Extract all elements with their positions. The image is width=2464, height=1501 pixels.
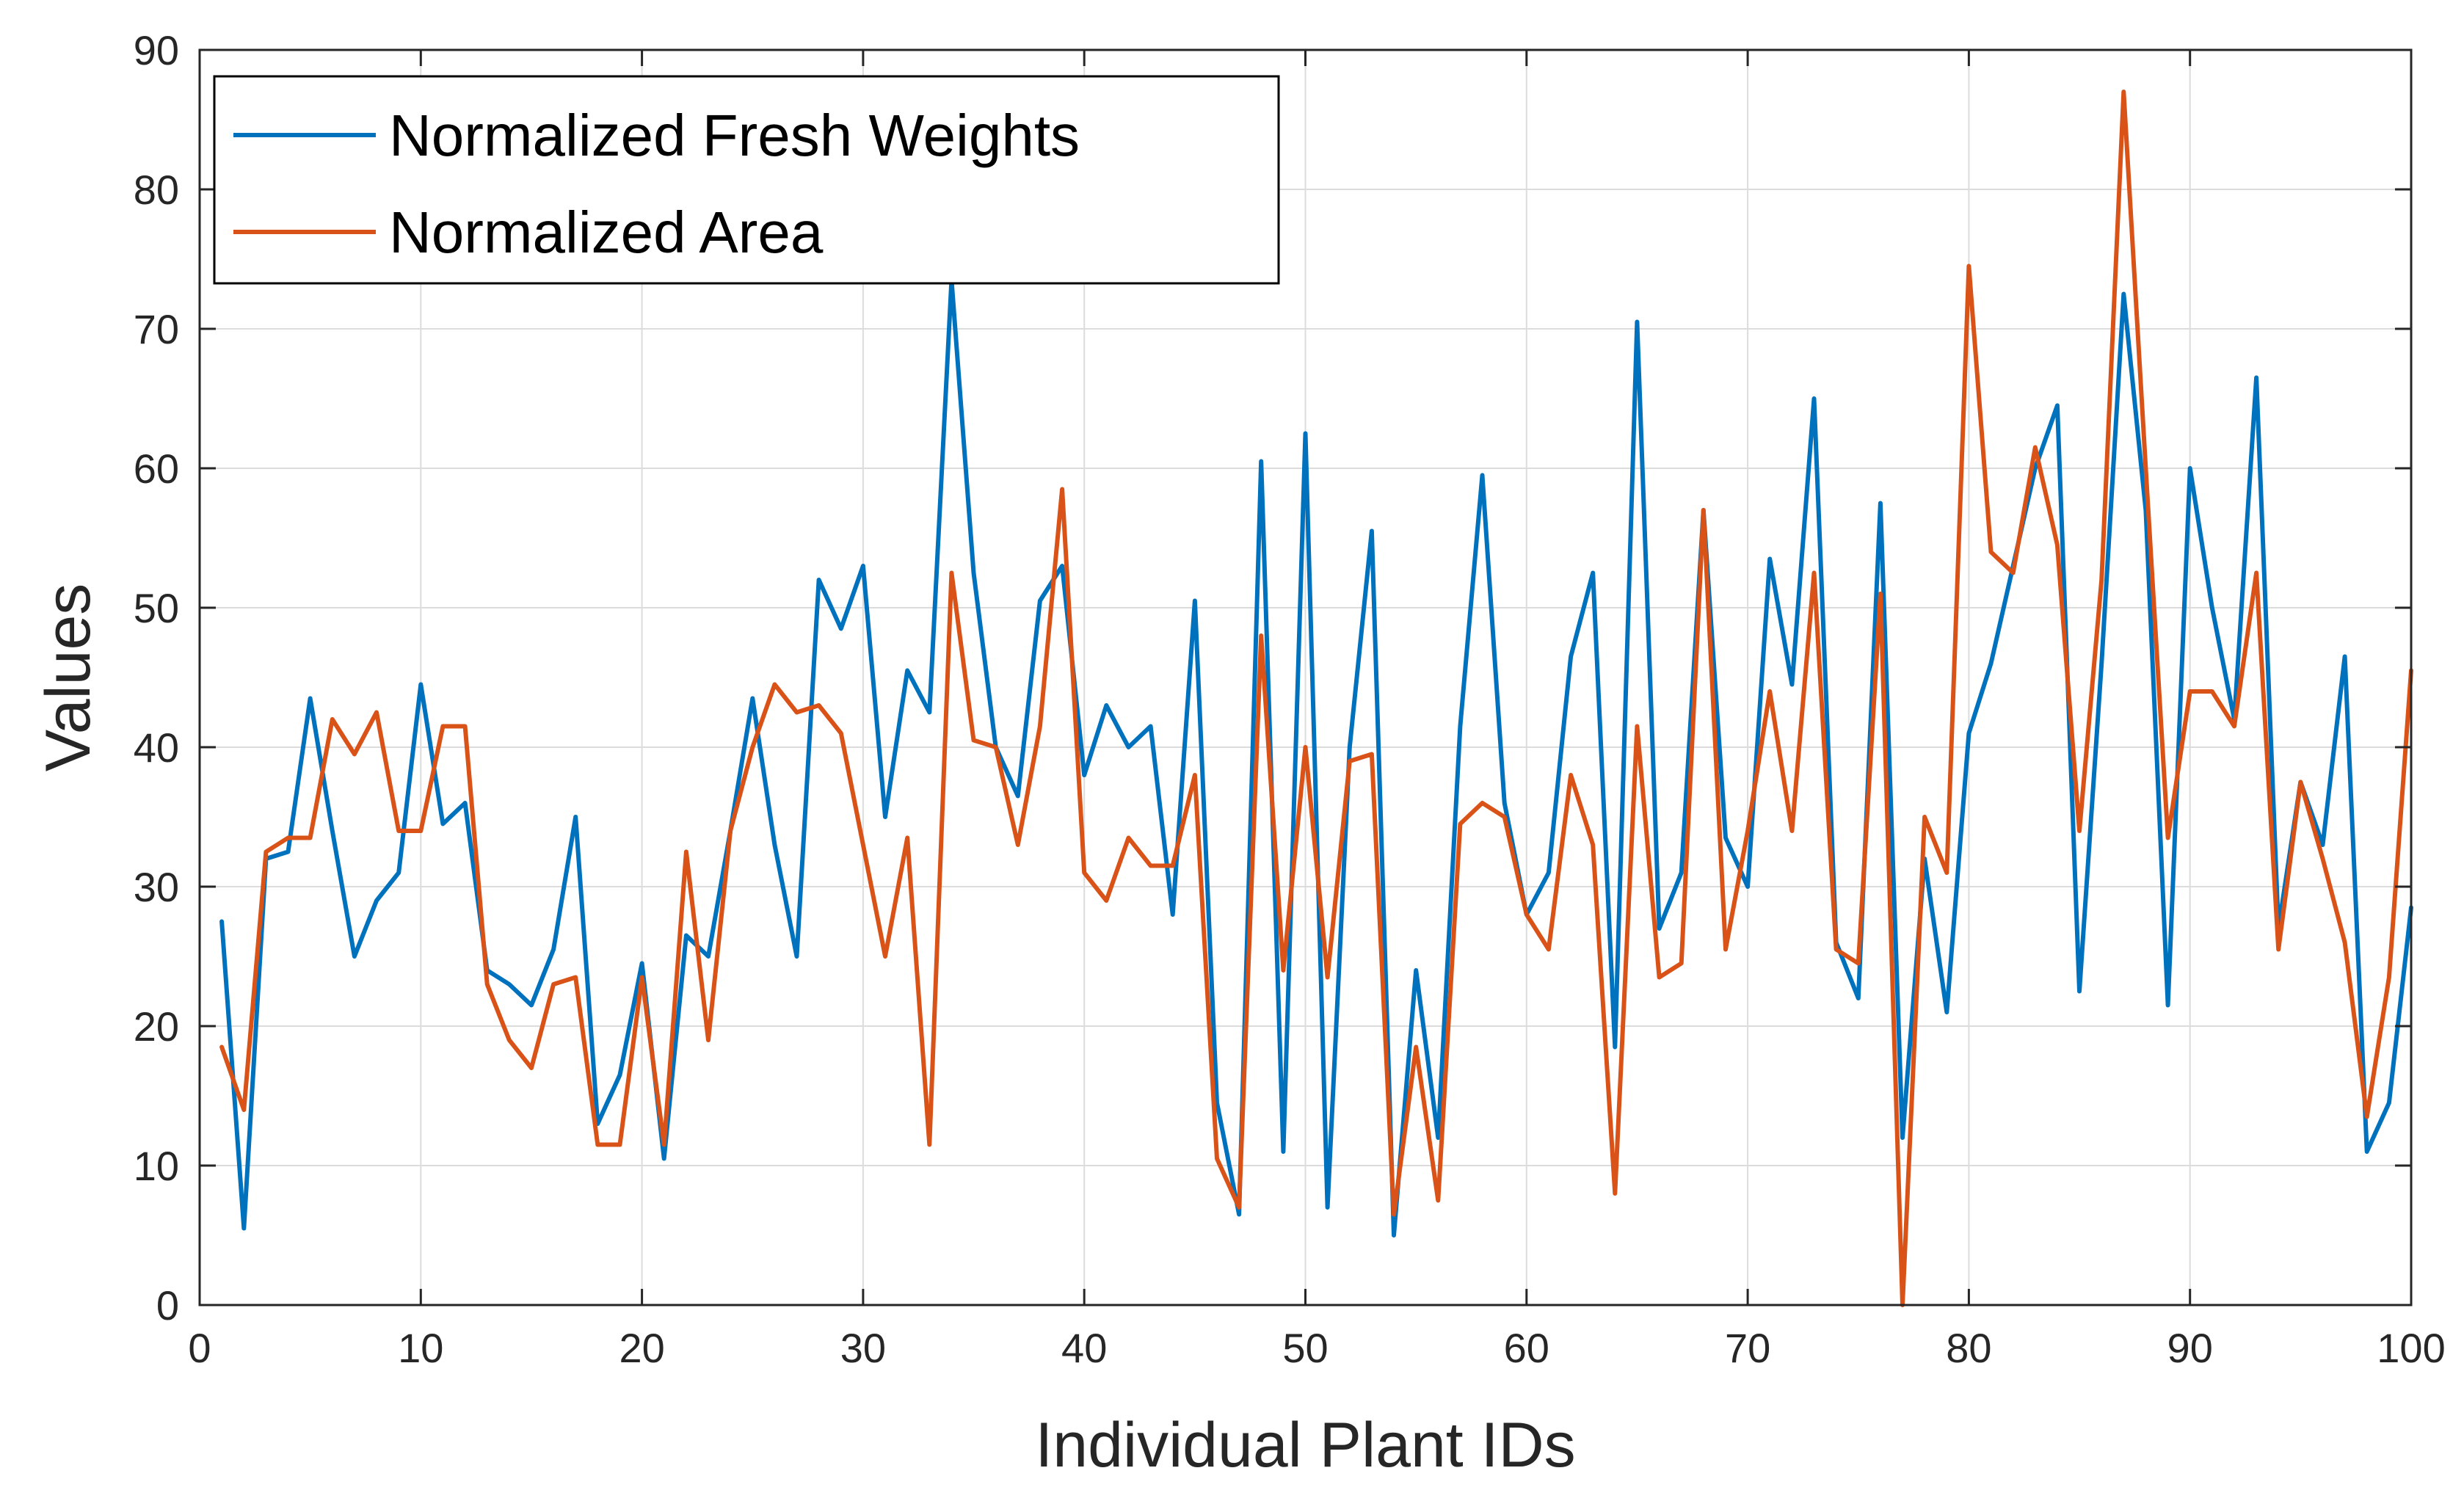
x-tick-label: 100 (2377, 1325, 2445, 1371)
y-tick-label: 20 (134, 1003, 179, 1050)
series-group (219, 90, 2413, 1307)
x-tick-label: 30 (840, 1325, 886, 1371)
y-tick-label: 70 (134, 306, 179, 352)
legend-label-area: Normalized Area (389, 200, 824, 265)
series-line-fresh-weights (219, 277, 2413, 1237)
y-tick-label: 40 (134, 724, 179, 771)
y-tick-label: 30 (134, 864, 179, 910)
y-tick-label: 0 (156, 1282, 179, 1329)
x-tick-label: 10 (398, 1325, 443, 1371)
y-tick-label: 50 (134, 585, 179, 631)
x-axis-label: Individual Plant IDs (1035, 1410, 1575, 1480)
y-axis-label: Values (33, 584, 103, 772)
x-tick-label: 60 (1504, 1325, 1549, 1371)
ticks: 0 10 20 30 40 50 60 70 80 90 100 0 10 20 30 40 50 60 70 80 9… (134, 27, 2446, 1371)
x-tick-label: 40 (1061, 1325, 1107, 1371)
y-tick-label: 60 (134, 446, 179, 492)
x-tick-label: 90 (2167, 1325, 2213, 1371)
legend-label-fresh-weights: Normalized Fresh Weights (389, 103, 1080, 168)
x-tick-label: 50 (1282, 1325, 1328, 1371)
x-tick-label: 20 (619, 1325, 664, 1371)
y-tick-label: 90 (134, 27, 179, 73)
series-line-area (219, 90, 2413, 1307)
x-tick-label: 70 (1725, 1325, 1770, 1371)
y-tick-label: 10 (134, 1143, 179, 1189)
legend: Normalized Fresh Weights Normalized Area (213, 75, 1280, 285)
x-tick-label: 80 (1946, 1325, 1991, 1371)
x-tick-label: 0 (188, 1325, 211, 1371)
y-tick-label: 80 (134, 167, 179, 213)
legend-box (213, 75, 1280, 285)
